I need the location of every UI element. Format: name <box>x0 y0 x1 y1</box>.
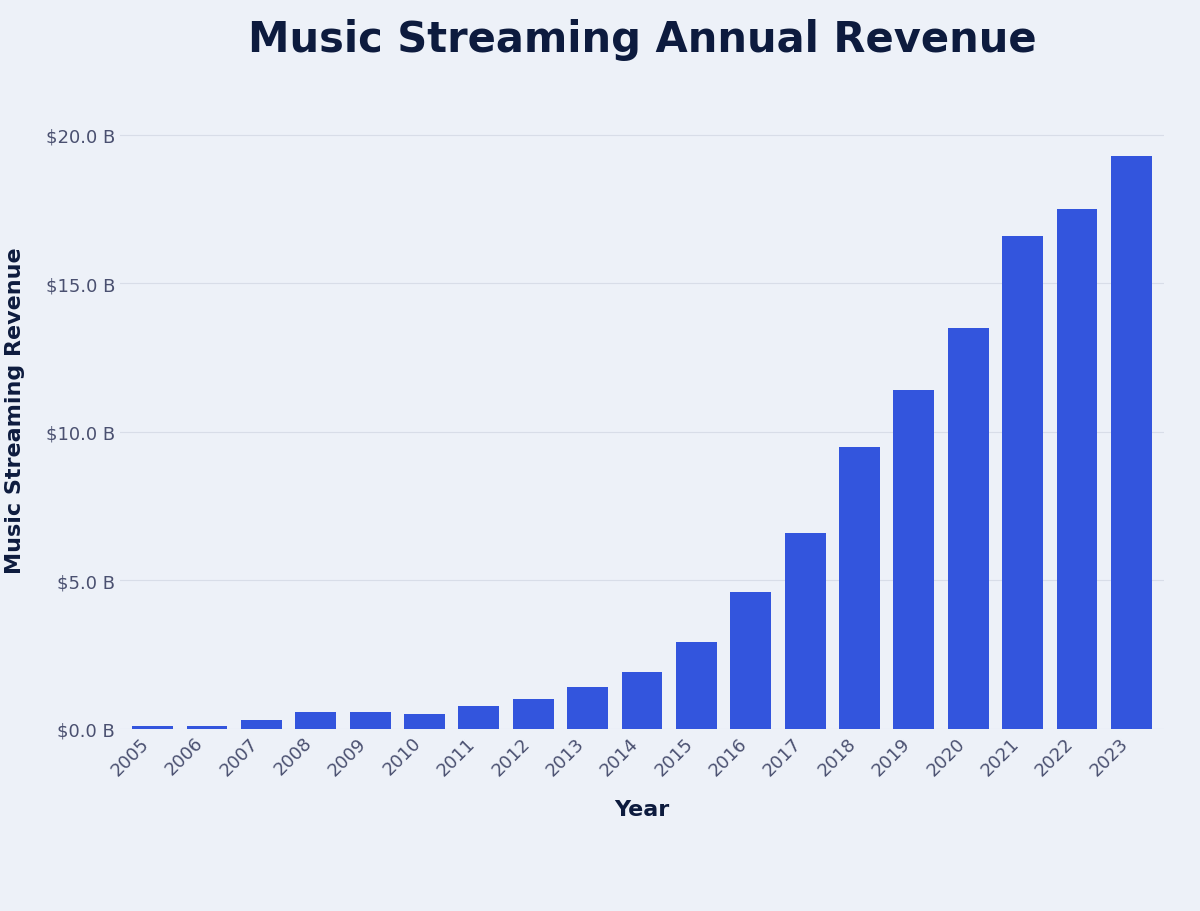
Bar <box>894 391 935 729</box>
Bar <box>622 672 662 729</box>
Bar <box>731 592 772 729</box>
Title: Music Streaming Annual Revenue: Music Streaming Annual Revenue <box>247 19 1037 61</box>
Bar <box>512 699 553 729</box>
Bar <box>839 447 880 729</box>
X-axis label: Year: Year <box>614 800 670 820</box>
Bar <box>948 328 989 729</box>
Bar <box>458 707 499 729</box>
Bar <box>132 726 173 729</box>
Bar <box>1057 210 1097 729</box>
Bar <box>568 687 608 729</box>
Bar <box>1002 237 1043 729</box>
Y-axis label: Music Streaming Revenue: Music Streaming Revenue <box>5 247 25 573</box>
Bar <box>187 726 227 729</box>
Bar <box>785 533 826 729</box>
Bar <box>404 714 445 729</box>
Bar <box>1111 157 1152 729</box>
Bar <box>241 720 282 729</box>
Bar <box>349 712 390 729</box>
Bar <box>676 643 716 729</box>
Bar <box>295 712 336 729</box>
